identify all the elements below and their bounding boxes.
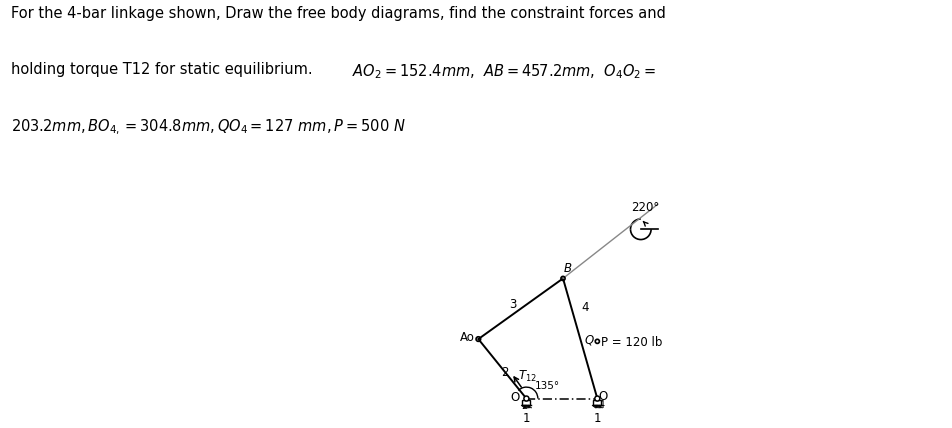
Text: $AO_2 = 152.4mm$,  $AB = 457.2mm$,  $O_4O_2 =$: $AO_2 = 152.4mm$, $AB = 457.2mm$, $O_4O_… bbox=[352, 62, 656, 81]
Text: holding torque T12 for static equilibrium.: holding torque T12 for static equilibriu… bbox=[11, 62, 313, 77]
Text: B: B bbox=[565, 262, 572, 275]
Text: 135°: 135° bbox=[535, 381, 560, 391]
Circle shape bbox=[524, 396, 529, 401]
Text: P = 120 lb: P = 120 lb bbox=[601, 336, 663, 349]
Bar bbox=[523, 400, 530, 405]
Text: 3: 3 bbox=[509, 298, 516, 311]
Text: $T_{12}$: $T_{12}$ bbox=[518, 369, 537, 384]
Text: $203.2mm, BO_{4,} = 304.8mm, QO_4 = 127\ mm, P = 500\ N$: $203.2mm, BO_{4,} = 304.8mm, QO_4 = 127\… bbox=[11, 118, 407, 137]
Text: For the 4-bar linkage shown, Draw the free body diagrams, find the constraint fo: For the 4-bar linkage shown, Draw the fr… bbox=[11, 6, 666, 21]
Circle shape bbox=[595, 396, 600, 401]
Bar bbox=[593, 400, 602, 405]
Text: 2: 2 bbox=[521, 401, 527, 411]
Text: Q: Q bbox=[585, 334, 594, 347]
Text: 4: 4 bbox=[581, 301, 588, 314]
Text: 1: 1 bbox=[594, 412, 601, 425]
Text: Ao: Ao bbox=[460, 331, 474, 345]
Text: 1: 1 bbox=[523, 412, 530, 425]
Text: O: O bbox=[598, 390, 607, 403]
Text: 220°: 220° bbox=[631, 202, 660, 214]
Text: 2: 2 bbox=[502, 366, 509, 379]
Text: O: O bbox=[511, 392, 520, 404]
Text: 4: 4 bbox=[599, 400, 605, 410]
